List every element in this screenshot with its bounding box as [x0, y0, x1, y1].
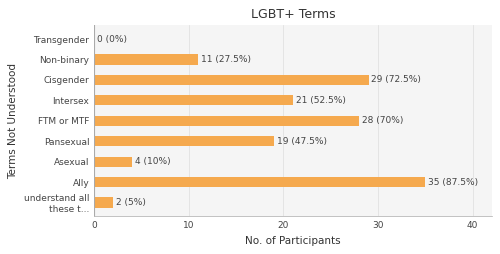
Bar: [94, 95, 293, 105]
Bar: [94, 197, 113, 208]
Text: 2 (5%): 2 (5%): [116, 198, 146, 207]
Bar: [94, 116, 359, 126]
X-axis label: No. of Participants: No. of Participants: [245, 236, 341, 246]
Text: 28 (70%): 28 (70%): [362, 116, 404, 125]
Bar: [94, 54, 198, 65]
Y-axis label: Terms Not Understood: Terms Not Understood: [8, 63, 18, 179]
Bar: [94, 156, 132, 167]
Bar: [94, 177, 426, 187]
Text: 4 (10%): 4 (10%): [135, 157, 170, 166]
Text: 11 (27.5%): 11 (27.5%): [201, 55, 251, 64]
Text: 21 (52.5%): 21 (52.5%): [296, 96, 346, 105]
Bar: [94, 136, 274, 146]
Text: 35 (87.5%): 35 (87.5%): [428, 178, 478, 186]
Text: 19 (47.5%): 19 (47.5%): [277, 137, 327, 146]
Text: 29 (72.5%): 29 (72.5%): [372, 75, 422, 84]
Text: 0 (0%): 0 (0%): [97, 35, 127, 44]
Bar: [94, 75, 368, 85]
Title: LGBT+ Terms: LGBT+ Terms: [250, 8, 336, 21]
